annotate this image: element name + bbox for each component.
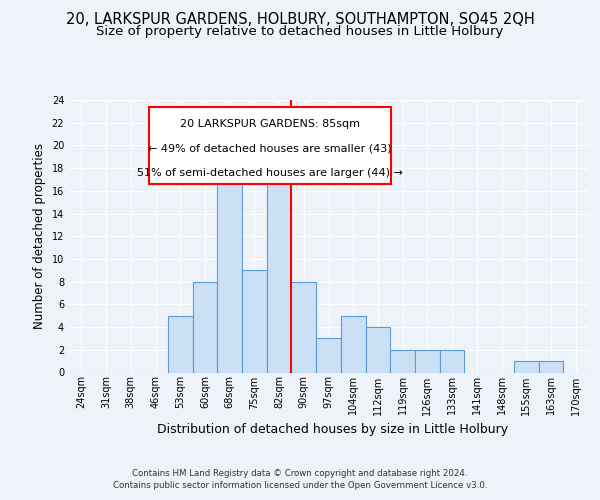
Text: 20, LARKSPUR GARDENS, HOLBURY, SOUTHAMPTON, SO45 2QH: 20, LARKSPUR GARDENS, HOLBURY, SOUTHAMPT… — [65, 12, 535, 28]
Text: 51% of semi-detached houses are larger (44) →: 51% of semi-detached houses are larger (… — [137, 168, 403, 178]
Bar — [292, 282, 316, 372]
FancyBboxPatch shape — [149, 107, 391, 184]
Bar — [217, 180, 242, 372]
Bar — [341, 316, 365, 372]
Bar — [415, 350, 440, 372]
Bar — [365, 327, 390, 372]
Bar — [514, 361, 539, 372]
Y-axis label: Number of detached properties: Number of detached properties — [33, 143, 46, 329]
Bar — [267, 146, 292, 372]
Text: ← 49% of detached houses are smaller (43): ← 49% of detached houses are smaller (43… — [148, 144, 392, 154]
Bar — [440, 350, 464, 372]
Text: 20 LARKSPUR GARDENS: 85sqm: 20 LARKSPUR GARDENS: 85sqm — [180, 119, 360, 129]
Text: Contains HM Land Registry data © Crown copyright and database right 2024.: Contains HM Land Registry data © Crown c… — [132, 469, 468, 478]
Bar — [539, 361, 563, 372]
Bar — [168, 316, 193, 372]
Text: Distribution of detached houses by size in Little Holbury: Distribution of detached houses by size … — [157, 422, 509, 436]
Bar — [242, 270, 267, 372]
Bar — [390, 350, 415, 372]
Bar — [316, 338, 341, 372]
Text: Size of property relative to detached houses in Little Holbury: Size of property relative to detached ho… — [97, 25, 503, 38]
Text: Contains public sector information licensed under the Open Government Licence v3: Contains public sector information licen… — [113, 481, 487, 490]
Bar — [193, 282, 217, 372]
